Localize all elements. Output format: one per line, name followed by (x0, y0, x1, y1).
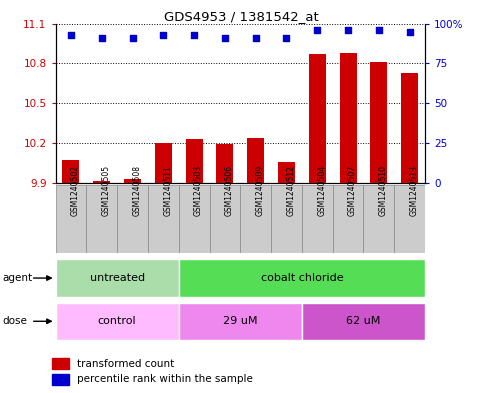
Text: GDS4953 / 1381542_at: GDS4953 / 1381542_at (164, 10, 319, 23)
FancyBboxPatch shape (394, 185, 425, 253)
FancyBboxPatch shape (302, 185, 333, 253)
Bar (155, 143, 172, 183)
Bar (185, 139, 202, 183)
Point (344, 27, 352, 33)
FancyBboxPatch shape (364, 185, 394, 253)
FancyBboxPatch shape (117, 185, 148, 253)
Bar (247, 138, 264, 183)
Text: agent: agent (2, 273, 32, 283)
Bar (62, 160, 79, 183)
Point (221, 35, 229, 41)
Text: GSM1240507: GSM1240507 (348, 165, 357, 216)
Text: untreated: untreated (89, 273, 145, 283)
FancyBboxPatch shape (148, 185, 179, 253)
Text: GSM1240513: GSM1240513 (410, 165, 419, 216)
Point (375, 27, 383, 33)
Point (190, 31, 198, 38)
Text: GSM1240509: GSM1240509 (256, 165, 265, 216)
FancyBboxPatch shape (179, 185, 210, 253)
Text: cobalt chloride: cobalt chloride (260, 273, 343, 283)
Bar (401, 73, 418, 183)
Text: GSM1240505: GSM1240505 (102, 165, 111, 216)
Bar (278, 162, 295, 183)
Text: GSM1240510: GSM1240510 (379, 165, 388, 216)
Text: GSM1240506: GSM1240506 (225, 165, 234, 216)
Text: 62 uM: 62 uM (346, 316, 381, 326)
Bar (52, 358, 69, 369)
Bar (309, 54, 326, 183)
Text: GSM1240508: GSM1240508 (132, 165, 142, 216)
Point (159, 31, 167, 38)
FancyBboxPatch shape (179, 259, 425, 297)
Point (67, 31, 75, 38)
FancyBboxPatch shape (210, 185, 240, 253)
Text: GSM1240502: GSM1240502 (71, 165, 80, 216)
Text: GSM1240512: GSM1240512 (286, 165, 296, 216)
Bar (124, 179, 141, 183)
Point (98, 35, 106, 41)
Bar (340, 53, 356, 183)
FancyBboxPatch shape (86, 185, 117, 253)
Point (406, 28, 413, 35)
Text: dose: dose (2, 316, 28, 326)
FancyBboxPatch shape (302, 303, 425, 340)
FancyBboxPatch shape (240, 185, 271, 253)
Bar (216, 144, 233, 183)
Bar (52, 373, 69, 385)
Text: transformed count: transformed count (77, 358, 175, 369)
Text: control: control (98, 316, 136, 326)
Text: percentile rank within the sample: percentile rank within the sample (77, 374, 254, 384)
Text: GSM1240504: GSM1240504 (317, 165, 327, 216)
Point (313, 27, 321, 33)
FancyBboxPatch shape (56, 259, 179, 297)
Text: GSM1240503: GSM1240503 (194, 165, 203, 216)
FancyBboxPatch shape (271, 185, 302, 253)
Point (128, 35, 136, 41)
Text: GSM1240511: GSM1240511 (163, 165, 172, 216)
FancyBboxPatch shape (56, 185, 86, 253)
FancyBboxPatch shape (179, 303, 302, 340)
Bar (93, 182, 110, 183)
FancyBboxPatch shape (56, 303, 179, 340)
Text: 29 uM: 29 uM (223, 316, 257, 326)
FancyBboxPatch shape (333, 185, 364, 253)
Point (283, 35, 290, 41)
Bar (370, 62, 387, 183)
Point (252, 35, 259, 41)
